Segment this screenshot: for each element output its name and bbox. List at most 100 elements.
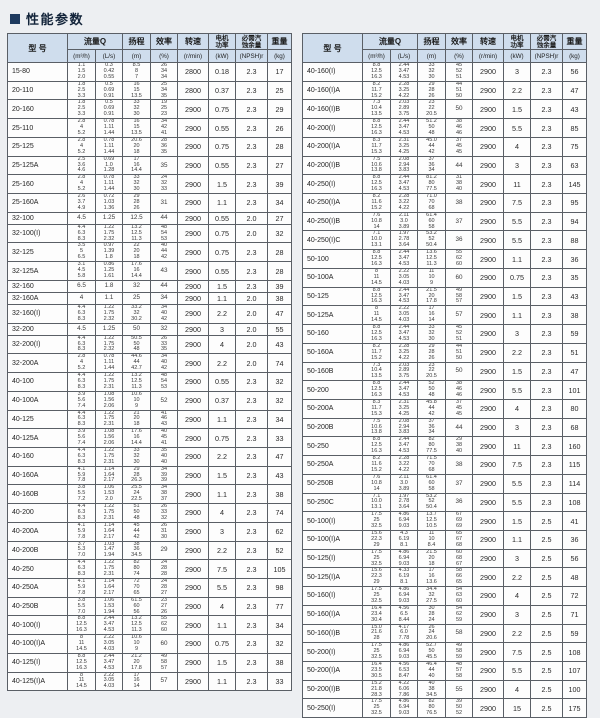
cell-npsh: 2.3 [235,118,268,138]
cell-ls: 2.11 3.0 3.89 [390,473,418,494]
cell-eff: 48 54 53 [150,223,178,244]
cell-kw: 0.75 [208,99,236,120]
cell-kw: 2.2 [208,353,236,374]
cell-model: 32-160 [7,279,68,293]
cell-ls: 1.08 1.56 2.06 [95,428,123,448]
cell-model: 50-250 [302,436,363,457]
cell-eff: 29 38 40 [445,436,473,457]
cell-ls: 2.11 3.0 3.89 [390,211,418,232]
cell-ls: 0.78 1.11 1.44 [95,118,123,138]
cell-ls: 4.33 6.19 8.1 [390,567,418,588]
cell-rpm: 2900 [177,372,209,392]
cell-rpm: 2900 [472,286,504,307]
cell-npsh: 2.3 [530,361,563,382]
cell-m3h: 8.8 12.5 16.3 [67,652,96,673]
cell-head: 29 28 26.3 [122,465,151,486]
cell-eff: 55 [445,679,473,700]
cell-kg: 43 [562,99,587,120]
cell-rpm: 2900 [177,652,209,673]
cell-npsh: 2.3 [235,652,268,673]
cell-model: 40-160(I)B [302,99,363,120]
cell-head: 21.5 20 17.8 [417,286,446,307]
cell-m3h: 7.1 10.0 13.1 [362,230,391,251]
cell-model: 15-80 [7,62,68,82]
cell-model: 40-100(I)A [7,634,68,654]
cell-head: 32 [122,279,151,293]
cell-kg: 80 [562,398,587,419]
cell-m3h: 8.2 11.6 15.2 [362,193,391,213]
cell-head: 26 24 20.6 [417,623,446,644]
cell-ls: 2.44 3.47 4.53 [390,380,418,400]
cell-eff: 67 69 69 [445,511,473,531]
table-header: 型 号 流量Q 扬程 效率 转速 电机 功率 必需汽 蚀余量 重量 (m³/h) (… [7,33,292,63]
cell-kg: 75 [562,136,587,157]
cell-model: 50-160(I)B [302,623,363,644]
cell-m3h: 3.7 5.3 7.0 [67,540,96,561]
cell-m3h: 8 11 14.5 [67,634,96,654]
cell-head: 33.2 32 30.2 [122,303,151,324]
cell-npsh: 2.5 [530,567,563,588]
cell-kg: 28 [267,261,292,281]
unit-ls: (L/s) [390,49,418,63]
cell-ls: 4.86 6.94 9.03 [390,642,418,662]
cell-kw: 4 [503,398,531,419]
cell-eff: 36 [445,492,473,513]
cell-npsh: 2.5 [530,548,563,569]
cell-eff: 39 50 52 [445,698,473,718]
title-square-bullet-icon [10,13,20,24]
cell-ls: 0.78 1.11 1.44 [95,174,123,195]
cell-m3h: 3.8 5.5 7.0 [67,596,96,617]
cell-ls: 2.03 2.89 3.75 [390,99,418,120]
cell-head: 17 16 14 [417,305,446,326]
cell-npsh: 2.3 [530,62,563,82]
cell-npsh: 2.5 [530,679,563,700]
cell-m3h: 8 11 14.5 [362,267,391,288]
cell-eff: 60 68 67 [445,548,473,569]
cell-eff: 57 [445,305,473,326]
cell-rpm: 2900 [177,118,209,138]
table-row: 50-200 8.8 12.5 16.3 2.44 3.47 4.53 52 50 48 38 46 4… [302,380,587,400]
cell-npsh: 2.3 [235,390,268,411]
cell-model: 20-110 [7,80,68,101]
cell-m3h: 8.3 11.7 15.3 [362,398,391,419]
cell-m3h: 8.8 12.5 16.3 [362,174,391,195]
unit-rpm: (r/min) [472,49,504,63]
cell-kg: 39 [267,279,292,293]
cell-kg: 74 [267,353,292,374]
cell-eff: 37 [445,473,473,494]
cell-kw: 0.75 [208,428,236,448]
cell-ls: 2.44 3.47 4.53 [390,62,418,82]
cell-rpm: 2900 [177,596,209,617]
cell-kw: 2.2 [208,303,236,324]
cell-npsh: 2.3 [235,577,268,598]
cell-npsh: 2.3 [530,436,563,457]
cell-rpm: 2900 [472,511,504,531]
cell-head: 50.5 50 48 [122,334,151,355]
table-row: 32-200 4.5 1.25 50 32 2900 3 2.0 55 [7,322,292,336]
cell-npsh: 2.3 [530,193,563,213]
cell-rpm: 2900 [472,62,504,82]
cell-eff: 54 63 60 [445,586,473,606]
cell-rpm: 2900 [472,604,504,625]
cell-m3h: 8.8 12.5 16.3 [362,249,391,269]
cell-model: 40-200(I)A [302,136,363,157]
cell-npsh: 2.5 [530,586,563,606]
cell-npsh: 2.5 [530,698,563,718]
cell-eff: 34 40 42 [150,353,178,374]
cell-m3h: 8.8 12.5 16.3 [362,62,391,82]
cell-ls: 4.86 6.94 9.03 [390,698,418,718]
cell-npsh: 2.3 [530,155,563,176]
cell-model: 32-100(I) [7,223,68,244]
cell-m3h: 4.4 6.3 8.3 [67,446,96,467]
table-row: 40-250A 4.1 5.9 7.8 1.14 1.64 2.17 72 70 65 24 28 27… [7,577,292,598]
cell-npsh: 2.3 [235,559,268,579]
cell-model: 50-250A [302,455,363,475]
cell-eff: 48 57 58 [445,661,473,681]
table-row: 50-100A 8 11 14.5 2.22 3.05 4.03 11 10 9 60 2900 0.7… [302,267,587,288]
cell-kw: 1.5 [503,361,531,382]
cell-head: 72 70 65 [122,577,151,598]
cell-npsh: 2.3 [530,398,563,419]
cell-m3h: 4.1 5.9 7.8 [67,465,96,486]
cell-kw: 1.1 [503,529,531,550]
cell-kg: 38 [267,484,292,505]
